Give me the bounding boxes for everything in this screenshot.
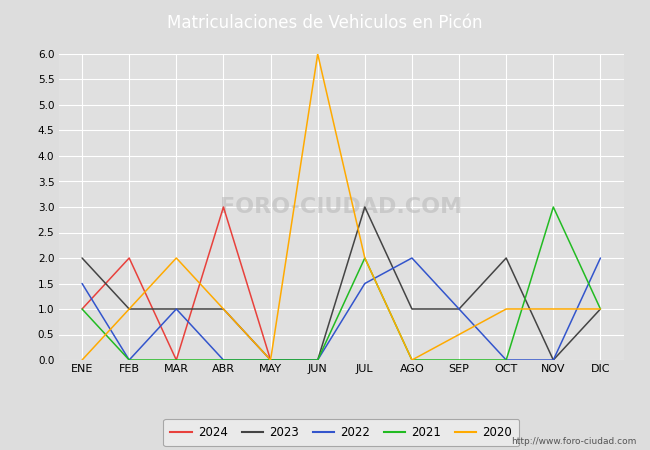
2023 xyxy=(314,357,322,363)
2022 xyxy=(125,357,133,363)
2024 xyxy=(125,255,133,261)
2022 xyxy=(314,357,322,363)
2021 xyxy=(314,357,322,363)
2023 xyxy=(78,255,86,261)
2022 xyxy=(502,357,510,363)
2021 xyxy=(597,306,604,312)
2021 xyxy=(266,357,274,363)
2020 xyxy=(172,255,180,261)
2021 xyxy=(125,357,133,363)
2020 xyxy=(549,306,557,312)
2020 xyxy=(314,51,322,57)
2021 xyxy=(455,357,463,363)
2020 xyxy=(361,255,369,261)
Text: http://www.foro-ciudad.com: http://www.foro-ciudad.com xyxy=(512,436,637,446)
2023 xyxy=(455,306,463,312)
2023 xyxy=(125,306,133,312)
Legend: 2024, 2023, 2022, 2021, 2020: 2024, 2023, 2022, 2021, 2020 xyxy=(163,419,519,446)
2023 xyxy=(361,204,369,210)
2020 xyxy=(597,306,604,312)
2022 xyxy=(78,281,86,286)
2024 xyxy=(78,306,86,312)
Text: Matriculaciones de Vehiculos en Picón: Matriculaciones de Vehiculos en Picón xyxy=(167,14,483,32)
2023 xyxy=(597,306,604,312)
2023 xyxy=(172,306,180,312)
2020 xyxy=(455,332,463,337)
Line: 2023: 2023 xyxy=(82,207,601,360)
2022 xyxy=(597,255,604,261)
2022 xyxy=(220,357,228,363)
2022 xyxy=(455,306,463,312)
2024 xyxy=(172,357,180,363)
2023 xyxy=(502,255,510,261)
2022 xyxy=(549,357,557,363)
2020 xyxy=(502,306,510,312)
2024 xyxy=(266,357,274,363)
2021 xyxy=(78,306,86,312)
2021 xyxy=(549,204,557,210)
2020 xyxy=(78,357,86,363)
2021 xyxy=(502,357,510,363)
2022 xyxy=(172,306,180,312)
2022 xyxy=(361,281,369,286)
2020 xyxy=(220,306,228,312)
2023 xyxy=(266,357,274,363)
2021 xyxy=(361,255,369,261)
2021 xyxy=(172,357,180,363)
2021 xyxy=(408,357,416,363)
2021 xyxy=(220,357,228,363)
2023 xyxy=(549,357,557,363)
2022 xyxy=(408,255,416,261)
2022 xyxy=(266,357,274,363)
2024 xyxy=(220,204,228,210)
2020 xyxy=(408,357,416,363)
Line: 2022: 2022 xyxy=(82,258,601,360)
Text: FORO-CIUDAD.COM: FORO-CIUDAD.COM xyxy=(220,197,462,217)
Line: 2024: 2024 xyxy=(82,207,270,360)
2020 xyxy=(125,306,133,312)
2020 xyxy=(266,357,274,363)
2023 xyxy=(220,306,228,312)
Line: 2020: 2020 xyxy=(82,54,601,360)
2023 xyxy=(408,306,416,312)
Line: 2021: 2021 xyxy=(82,207,601,360)
